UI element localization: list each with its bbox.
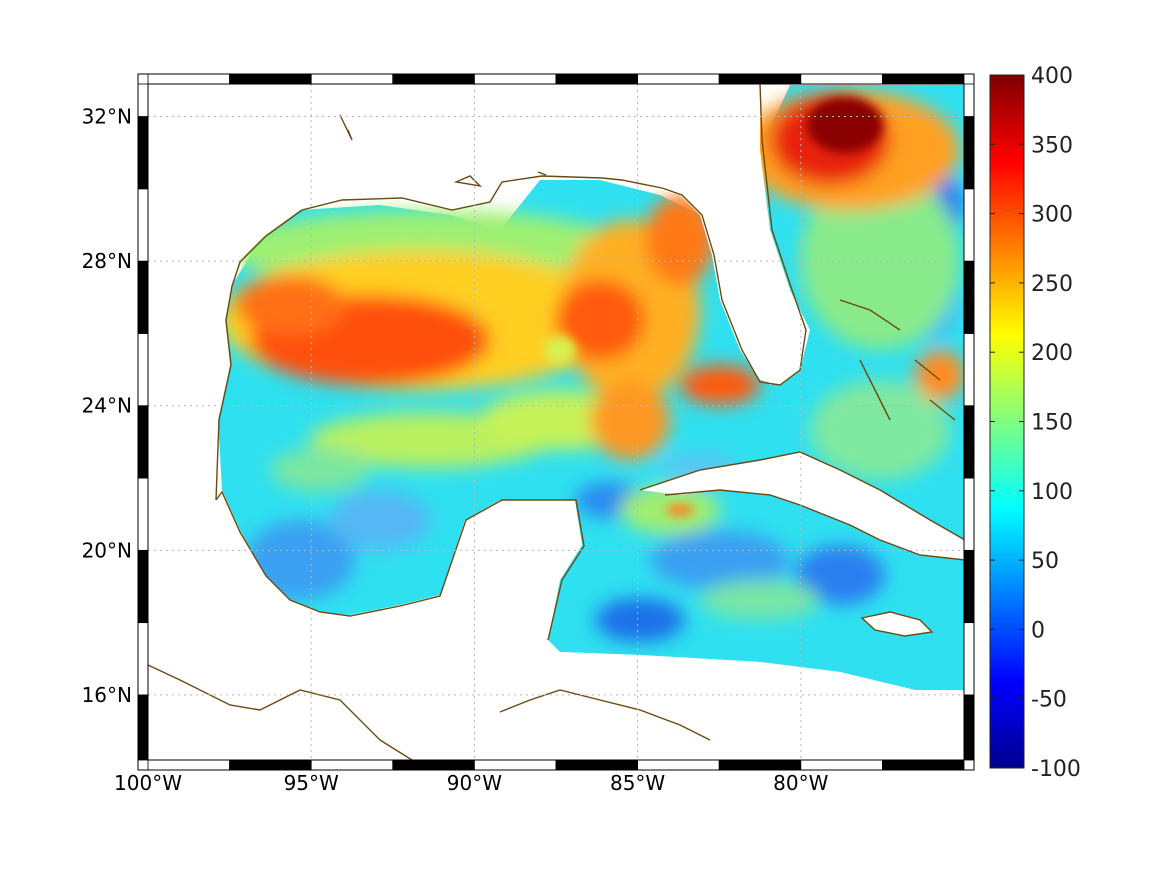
y-tick-label: 16°N	[82, 683, 132, 707]
frame-segment-bottom	[229, 759, 312, 771]
land-mask	[148, 84, 964, 760]
frame-segment-left	[137, 622, 149, 696]
coastlines	[148, 84, 964, 760]
frame-segment-bottom	[882, 759, 965, 771]
frame-segment-bottom	[800, 759, 883, 771]
frame-segment-bottom	[555, 759, 638, 771]
y-tick-label: 24°N	[82, 394, 132, 418]
frame-segment-right	[963, 260, 975, 334]
frame-segment-left	[137, 116, 149, 190]
frame-segment-left	[137, 333, 149, 407]
frame-outline	[137, 73, 975, 771]
colorbar-tick-label: 100	[1031, 480, 1073, 505]
colorbar-tick-label: 50	[1031, 549, 1059, 574]
frame-segment-bottom	[147, 759, 230, 771]
frame-segment-right	[963, 477, 975, 551]
frame-segment-right	[963, 405, 975, 479]
frame-segment-left	[137, 188, 149, 262]
colorbar: 400 350 300 250 200 150 100 50 0 -50 -100	[989, 64, 1081, 782]
frame-segment-top	[473, 73, 557, 85]
grid-lines	[148, 84, 964, 760]
frame-segment-top	[637, 73, 720, 85]
colorbar-tick-label: 150	[1031, 411, 1073, 436]
y-tick-label: 20°N	[82, 538, 132, 562]
colorbar-gradient	[990, 75, 1024, 768]
x-tick-label: 95°W	[284, 771, 339, 795]
colorbar-tick-label: 300	[1031, 203, 1073, 228]
colorbar-tick-label: 400	[1031, 64, 1073, 89]
x-tick-label: 85°W	[610, 771, 665, 795]
y-tick-label: 32°N	[82, 105, 132, 129]
x-tick-label: 80°W	[773, 771, 828, 795]
frame-segment-left	[137, 549, 149, 624]
frame-segment-bottom	[473, 759, 557, 771]
frame-segment-top	[882, 73, 965, 85]
frame-segment-bottom	[637, 759, 720, 771]
frame-segment-right	[963, 116, 975, 190]
frame-segment-top	[800, 73, 883, 85]
frame-segment-top	[718, 73, 802, 85]
frame-segment-left	[137, 477, 149, 551]
frame-segment-left	[137, 260, 149, 334]
x-tick-label: 90°W	[447, 771, 502, 795]
colorbar-tick-label: 250	[1031, 272, 1073, 297]
colorbar-ticks: 400 350 300 250 200 150 100 50 0 -50 -100	[989, 64, 1081, 782]
frame-inner-outline	[147, 83, 965, 761]
x-tick-label: 100°W	[114, 771, 182, 795]
frame-segment-top	[555, 73, 638, 85]
frame-segment-right	[963, 83, 975, 117]
colorbar-tick-label: 350	[1031, 133, 1073, 158]
frame-segment-bottom	[392, 759, 475, 771]
frame-segment-right	[963, 188, 975, 262]
frame-segment-top	[229, 73, 312, 85]
frame-segment-right	[963, 622, 975, 696]
frame-segment-left	[137, 83, 149, 117]
frame-segment-left	[137, 694, 149, 761]
frame-segment-right	[963, 549, 975, 624]
heat-content-field	[218, 85, 964, 690]
colorbar-tick-label: 0	[1031, 618, 1045, 643]
y-axis-labels: 32°N 28°N 24°N 20°N 16°N	[82, 105, 132, 707]
frame-segment-left	[137, 405, 149, 479]
frame-segment-top	[310, 73, 394, 85]
frame-segment-right	[963, 333, 975, 407]
colorbar-tick-label: 200	[1031, 341, 1073, 366]
x-axis-labels: 100°W 95°W 90°W 85°W 80°W	[114, 771, 829, 795]
map-frame	[137, 73, 975, 771]
colorbar-tick-label: -50	[1031, 688, 1067, 713]
frame-segment-top	[392, 73, 475, 85]
colorbar-tick-label: -100	[1031, 757, 1081, 782]
y-tick-label: 28°N	[82, 249, 132, 273]
frame-segment-right	[963, 694, 975, 761]
frame-segment-bottom	[718, 759, 802, 771]
frame-segment-bottom	[310, 759, 394, 771]
frame-segment-top	[147, 73, 230, 85]
